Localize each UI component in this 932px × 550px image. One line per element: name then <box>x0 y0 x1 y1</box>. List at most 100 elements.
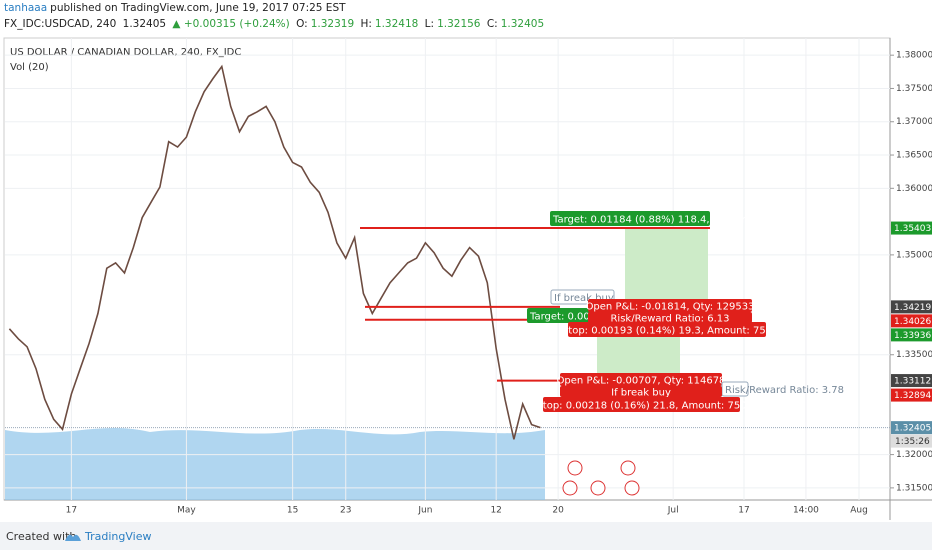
price-tag: 1.35403 <box>891 221 932 235</box>
x-tick-label: 15 <box>287 506 298 516</box>
annotation: Target: 0.01184 (0.88%) 118.4, Amount: 2… <box>550 211 800 226</box>
y-tick-label: 1.33500 <box>896 350 932 360</box>
price-tag: 1.32405 1:35:26 <box>891 421 932 448</box>
annotation-box <box>588 312 752 323</box>
annotation-box <box>568 322 766 337</box>
x-tick-label: 17 <box>738 506 749 516</box>
price-tag-label: 1.34026 <box>894 317 931 327</box>
change: ▲ +0.00315 (+0.24%) <box>172 18 290 30</box>
annotation-text: Stop: 0.00218 (0.16%) 21.8, Amount: 750 <box>536 401 746 412</box>
x-tick-label: 14:00 <box>793 506 819 516</box>
event-icons <box>562 460 640 496</box>
y-tick-label: 1.37000 <box>896 117 932 127</box>
annotation-text: Open P&L: -0.00707, Qty: 114678 <box>557 376 726 387</box>
price-tag-label: 1.33936 <box>894 331 931 341</box>
h-label: H: <box>360 18 372 30</box>
annotation: If break buy <box>560 386 722 399</box>
x-tick-label: 20 <box>552 506 564 516</box>
countdown: 1:35:26 <box>895 437 930 447</box>
x-tick-label: Jun <box>417 506 432 516</box>
event-icon <box>567 460 583 476</box>
annotation-text: Risk/Reward Ratio: 6.13 <box>610 314 729 325</box>
l-value: 1.32156 <box>437 18 481 30</box>
volume-area <box>5 428 545 500</box>
y-tick-label: 1.36000 <box>896 184 932 194</box>
event-icon <box>590 480 606 496</box>
target-zone <box>625 228 708 307</box>
annotation-box <box>550 211 710 226</box>
event-icon <box>620 460 636 476</box>
annotation: Risk/Reward Ratio: 6.13 <box>588 312 752 325</box>
chart: US DOLLAR / CANADIAN DOLLAR, 240, FX_IDC… <box>3 37 932 520</box>
annotation-text: Open P&L: -0.01814, Qty: 129533 <box>586 302 755 313</box>
annotation-box <box>560 373 722 386</box>
footer: Created with TradingView <box>0 522 932 550</box>
y-tick-label: 1.37500 <box>896 84 932 94</box>
price-tag: 1.33112 <box>891 374 932 388</box>
price-tag-label: 1.32405 <box>894 424 931 434</box>
y-tick-label: 1.31500 <box>896 483 932 493</box>
price-tag-label: 1.35403 <box>894 224 931 234</box>
annotation-box <box>560 386 722 397</box>
chart-title: US DOLLAR / CANADIAN DOLLAR, 240, FX_IDC <box>10 47 241 58</box>
x-tick-label: 12 <box>490 506 501 516</box>
annotation-text: Target: 0.01184 (0.88%) 118.4, Amount: 2… <box>552 215 800 226</box>
logo <box>65 534 81 541</box>
price-tag-box <box>891 388 932 402</box>
price-tag: 1.34026 <box>891 314 932 328</box>
price-tag: 1.34219 <box>891 300 932 314</box>
h-value: 1.32418 <box>374 18 419 30</box>
y-tick-label: 1.36500 <box>896 151 932 161</box>
price-tag-label: 1.34219 <box>894 303 931 313</box>
l-label: L: <box>424 18 435 30</box>
annotation: Open P&L: -0.00707, Qty: 114678 <box>557 373 726 387</box>
published: published on TradingView.com, June 19, 2… <box>50 2 346 14</box>
price-tag-label: 1.32894 <box>894 391 931 401</box>
x-tick-label: 17 <box>66 506 77 516</box>
quote-line: FX_IDC:USDCAD, 240 1.32405 ▲ +0.00315 (+… <box>4 18 547 30</box>
last-price: 1.32405 <box>122 18 167 30</box>
annotation-text: Risk/Reward Ratio: 3.78 <box>725 385 844 396</box>
annotation-text: If break buy <box>611 388 671 399</box>
annotation-text: If break buy <box>554 293 614 304</box>
price-tag-box <box>891 314 932 328</box>
annotation-text: Target: 0.00 <box>529 312 590 323</box>
publish-line: tanhaaa published on TradingView.com, Jun… <box>4 2 349 14</box>
annotation: Open P&L: -0.01814, Qty: 129533 <box>586 299 755 313</box>
brand[interactable]: TradingView <box>85 530 152 543</box>
price-line <box>8 64 541 440</box>
annotation-text: Stop: 0.00193 (0.14%) 19.3, Amount: 750 <box>562 326 772 337</box>
y-tick-label: 1.32000 <box>896 450 932 460</box>
x-tick-label: Jul <box>667 506 679 516</box>
annotation: Stop: 0.00193 (0.14%) 19.3, Amount: 750 <box>562 322 772 337</box>
price-tag: 1.32894 <box>891 388 932 402</box>
x-tick-label: Aug <box>850 506 868 516</box>
price-tag-box <box>891 328 932 342</box>
author[interactable]: tanhaaa <box>4 2 48 14</box>
annotation-box <box>543 397 740 412</box>
c-label: C: <box>486 18 498 30</box>
event-icon <box>624 480 640 496</box>
annotation: Stop: 0.00218 (0.16%) 21.8, Amount: 750 <box>536 397 747 412</box>
price-tag-box <box>891 374 932 388</box>
countdown-box <box>891 434 932 448</box>
chart-subtitle: Vol (20) <box>10 62 49 73</box>
annotation-box <box>588 299 752 312</box>
price-tag: 1.33936 <box>891 328 932 342</box>
created-with: Created with <box>6 530 77 543</box>
o-value: 1.32319 <box>310 18 355 30</box>
price-tag-box <box>891 421 932 435</box>
event-icon <box>562 480 578 496</box>
o-label: O: <box>296 18 308 30</box>
x-tick-label: May <box>177 506 196 516</box>
annotation-box <box>527 308 597 323</box>
symbol: FX_IDC:USDCAD, 240 <box>4 18 117 30</box>
price-tag-box <box>891 221 932 235</box>
c-value: 1.32405 <box>500 18 545 30</box>
y-tick-label: 1.38000 <box>896 51 932 61</box>
price-tag-box <box>891 300 932 314</box>
annotation: Risk/Reward Ratio: 3.78 <box>721 381 844 397</box>
x-tick-label: 23 <box>340 506 351 516</box>
y-tick-label: 1.35000 <box>896 250 932 260</box>
